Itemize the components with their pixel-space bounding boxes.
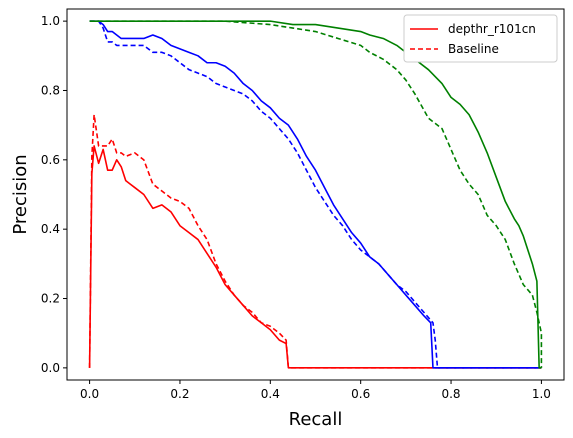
legend: depthr_r101cn Baseline — [404, 15, 557, 62]
x-axis-ticks: 0.0 0.2 0.4 0.6 0.8 1.0 — [80, 380, 551, 401]
y-tick-label: 0.2 — [41, 292, 60, 306]
y-tick-label: 0.6 — [41, 153, 60, 167]
x-tick-label: 0.6 — [351, 387, 370, 401]
x-tick-label: 0.8 — [441, 387, 460, 401]
legend-entry-1-label: Baseline — [448, 42, 499, 56]
x-tick-label: 1.0 — [532, 387, 551, 401]
x-tick-label: 0.0 — [80, 387, 99, 401]
legend-entry-0-label: depthr_r101cn — [448, 22, 536, 36]
plot-area — [67, 9, 564, 380]
x-axis-label: Recall — [289, 409, 343, 430]
y-tick-label: 1.0 — [41, 14, 60, 28]
y-axis-ticks: 0.0 0.2 0.4 0.6 0.8 1.0 — [41, 14, 67, 375]
y-tick-label: 0.4 — [41, 222, 60, 236]
y-axis-label: Precision — [10, 154, 31, 234]
y-tick-label: 0.8 — [41, 83, 60, 97]
x-tick-label: 0.2 — [170, 387, 189, 401]
x-tick-label: 0.4 — [261, 387, 280, 401]
y-tick-label: 0.0 — [41, 361, 60, 375]
